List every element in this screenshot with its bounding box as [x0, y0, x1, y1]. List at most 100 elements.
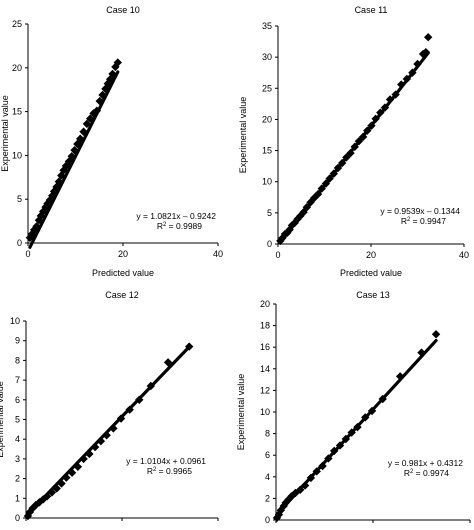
fit-equation: y = 1.0821x – 0.9242 [136, 211, 216, 221]
data-point [47, 488, 57, 497]
y-tick-label: 8 [15, 355, 20, 365]
fit-equation: y = 0.981x + 0.4312 [388, 458, 463, 468]
chart-panel-4: Case 13 0 2 4 6 8 10 12 14 16 18 20 Experimental val… [236, 290, 471, 525]
x-tick-label: 40 [213, 249, 223, 259]
data-point [272, 513, 282, 523]
x-tick-label: 40 [459, 250, 469, 260]
chart-title: Case 11 [355, 5, 388, 15]
data-point [285, 225, 294, 234]
chart-panel-2: Case 11 0 5 10 15 20 25 30 35 0 20 40 Predicted valu… [238, 5, 469, 278]
chart-title: Case 10 [106, 5, 140, 15]
data-point [321, 179, 331, 188]
y-tick-label: 25 [12, 19, 22, 29]
data-point [300, 481, 310, 490]
y-axis-label: Experimental value [238, 97, 248, 174]
data-point [431, 330, 441, 339]
data-point [102, 431, 111, 440]
y-tick-label: 10 [10, 316, 20, 326]
data-point [408, 68, 417, 77]
data-point [329, 169, 338, 178]
data-point [116, 414, 126, 423]
y-tick-label: 8 [265, 429, 270, 439]
data-point [312, 467, 321, 476]
y-tick-label: 5 [15, 415, 20, 425]
data-point [395, 372, 405, 381]
data-point [333, 163, 343, 173]
data-point [42, 492, 52, 501]
data-point [376, 108, 385, 117]
y-axis-label: Experimental value [0, 95, 10, 172]
x-axis-label: Predicted value [340, 268, 402, 278]
data-point [367, 121, 376, 130]
data-point [350, 142, 359, 152]
data-point [335, 441, 345, 450]
r-squared-label: R2 = 0.9989 [157, 221, 202, 231]
y-tick-label: 20 [260, 299, 270, 309]
x-tick-label: 0 [275, 250, 280, 260]
data-point [310, 193, 319, 203]
y-tick-label: 4 [15, 434, 20, 444]
data-point [358, 132, 368, 142]
data-point [391, 90, 400, 99]
chart-title: Case 12 [105, 290, 139, 300]
r-squared-symbol: R [401, 216, 407, 226]
fit-equation: y = 1.0104x + 0.0961 [126, 456, 206, 466]
data-point [146, 381, 155, 391]
data-point [52, 484, 61, 493]
data-point [73, 462, 83, 471]
data-point [103, 79, 112, 88]
r-squared-exponent: 2 [407, 217, 411, 223]
y-tick-label: 15 [12, 107, 22, 117]
data-point [31, 500, 40, 510]
data-point [79, 127, 88, 136]
data-point [90, 442, 100, 452]
data-point [92, 106, 102, 115]
y-tick-label: 15 [262, 146, 272, 156]
data-point [82, 119, 92, 129]
chart-panel-3: Case 12 0 1 2 3 4 5 6 7 8 9 10 Experimental value y =… [0, 290, 219, 523]
data-point [39, 495, 48, 504]
data-point [354, 137, 364, 146]
data-point [32, 222, 41, 231]
data-point [27, 230, 36, 239]
data-point [125, 405, 134, 414]
data-point [76, 134, 85, 143]
data-point [185, 342, 194, 351]
y-tick-label: 6 [265, 450, 270, 460]
data-point [313, 189, 323, 199]
r-squared-exponent: 2 [163, 222, 167, 228]
data-point [111, 62, 120, 72]
r-squared-symbol: R [147, 466, 153, 476]
y-tick-label: 2 [15, 474, 20, 484]
data-point [371, 114, 380, 124]
data-point [105, 74, 115, 84]
x-tick-label: 0 [25, 249, 30, 259]
data-point [337, 158, 347, 168]
y-tick-label: 4 [265, 472, 270, 482]
fit-equation: y = 0.9539x – 0.1344 [380, 206, 460, 216]
y-tick-label: 9 [15, 336, 20, 346]
data-point [28, 503, 37, 513]
y-tick-label: 10 [260, 407, 270, 417]
data-point [34, 216, 44, 225]
data-point [302, 203, 312, 212]
y-tick-label: 5 [267, 208, 272, 218]
x-axis-label: Predicted value [92, 268, 154, 278]
y-tick-label: 7 [15, 375, 20, 385]
y-tick-label: 14 [260, 364, 270, 374]
data-point [67, 468, 77, 477]
y-tick-label: 2 [265, 493, 270, 503]
r-squared-value: = 0.9965 [156, 466, 192, 476]
data-point [317, 184, 326, 193]
y-tick-label: 0 [267, 239, 272, 249]
y-tick-label: 3 [15, 454, 20, 464]
r-squared-symbol: R [404, 468, 410, 478]
r-squared-exponent: 2 [153, 467, 157, 473]
y-tick-label: 18 [260, 321, 270, 331]
r-squared-value: = 0.9974 [413, 468, 449, 478]
data-point [23, 511, 33, 521]
data-point [325, 174, 334, 183]
r-squared-symbol: R [157, 221, 163, 231]
data-point [108, 69, 117, 79]
